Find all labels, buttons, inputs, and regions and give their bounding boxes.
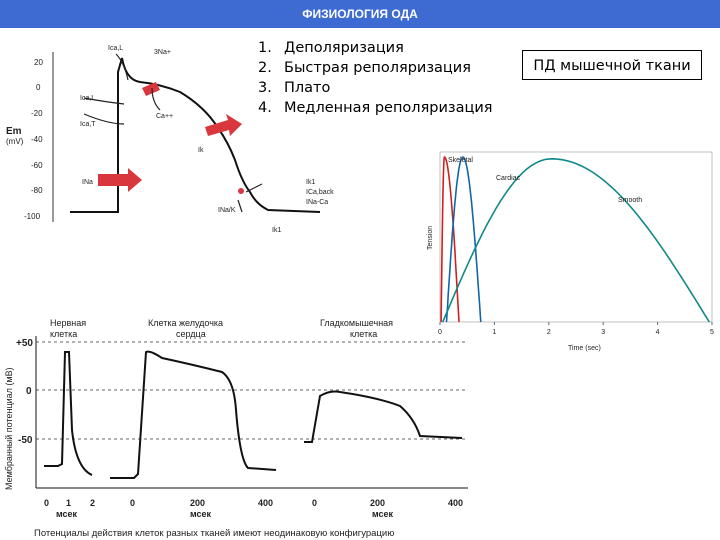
legend-skeletal: Skeletal [448, 157, 473, 164]
list-number: 2. [258, 60, 272, 76]
y-tick-label: 20 [34, 58, 43, 67]
em-unit: (mV) [6, 137, 24, 146]
x-tick-label: 3 [601, 329, 605, 336]
y-axis-label: Tension [427, 226, 434, 250]
x-tick-label: 0 [312, 498, 317, 508]
current-label: Ik [198, 147, 204, 154]
y-axis-label: Мембранный потенциал (мВ) [4, 367, 14, 490]
x-tick-label: 1 [492, 329, 496, 336]
x-unit-label: мсек [190, 509, 212, 519]
list-item: 4. Медленная реполяризация [258, 98, 493, 118]
panel-title: Гладкомышечная [320, 318, 393, 328]
grid [439, 322, 713, 325]
panel-title: Нервная [50, 318, 86, 328]
x-tick-label: 0 [130, 498, 135, 508]
cardiac-ap-diagram: Em (mV) 20 0 -20 -40 -60 -80 -100 Ica,L … [6, 45, 334, 234]
current-label: INa/K [218, 207, 236, 214]
na-ca-arrow [142, 82, 160, 96]
legend-smooth: Smooth [618, 197, 642, 204]
y-tick-label: 0 [26, 386, 32, 397]
x-tick-label: 200 [370, 498, 385, 508]
list-item: 3. Плато [258, 78, 493, 98]
list-number: 4. [258, 100, 272, 116]
ap-curve [70, 57, 321, 213]
current-label: Ica,L [108, 45, 123, 52]
current-label: ICa,back [306, 189, 334, 196]
x-tick-label: 2 [547, 329, 551, 336]
ik-arrow [205, 114, 242, 136]
ica-mid-arrow [83, 97, 125, 105]
panel-title: клетка [50, 329, 77, 339]
x-tick-label: 5 [710, 329, 714, 336]
smooth-curve [441, 157, 710, 323]
current-label: Ica,T [80, 121, 96, 128]
plot-area [439, 151, 713, 323]
caption: Потенциалы действия клеток разных тканей… [34, 528, 394, 539]
x-tick-label: 0 [44, 498, 49, 508]
muscle-ap-label: ПД мышечной ткани [522, 50, 702, 80]
x-unit-label: мсек [372, 509, 394, 519]
x-tick-label: 4 [656, 329, 660, 336]
tissues-ap-chart: Мембранный потенциал (мВ) +50 0 -50 Нерв… [4, 318, 468, 539]
x-tick-label: 400 [258, 498, 273, 508]
y-tick-label: -100 [24, 212, 41, 221]
y-tick-label: -20 [31, 109, 43, 118]
smooth-trace [304, 390, 463, 443]
panel-title: Клетка желудочка [148, 318, 223, 328]
current-label: INa-Ca [306, 199, 328, 206]
x-unit-label: мсек [56, 509, 78, 519]
list-item-label: Деполяризация [284, 40, 404, 56]
ina-arrow [98, 168, 142, 192]
legend-cardiac: Cardiac [496, 175, 521, 182]
current-label: Ik1 [272, 227, 281, 234]
y-tick-label: -40 [31, 135, 43, 144]
x-tick-label: 400 [448, 498, 463, 508]
current-label: Ca++ [156, 113, 173, 120]
current-label: 3Na+ [154, 49, 171, 56]
x-tick-label: 1 [66, 498, 71, 508]
ca-arrow [151, 87, 161, 111]
nerve-trace [44, 351, 93, 476]
y-tick-label: 0 [36, 83, 41, 92]
current-label: Ik1 [306, 179, 315, 186]
slide-title: ФИЗИОЛОГИЯ ОДА [0, 0, 720, 28]
x-tick-label: 200 [190, 498, 205, 508]
phase-list: 1. Деполяризация 2. Быстрая реполяризация … [258, 38, 493, 118]
y-tick-label: -50 [18, 435, 33, 446]
current-label: Ica,L [80, 95, 95, 102]
icat-arrow [83, 113, 125, 125]
list-number: 1. [258, 40, 272, 56]
current-label: INa [82, 179, 93, 186]
list-item-label: Медленная реполяризация [284, 100, 493, 116]
em-label: Em [6, 126, 22, 137]
ical-arrow [115, 53, 129, 81]
x-tick-label: 2 [90, 498, 95, 508]
inak-arrow [237, 199, 243, 213]
list-item: 2. Быстрая реполяризация [258, 58, 493, 78]
skeletal-curve [440, 156, 460, 323]
y-tick-label: -60 [31, 161, 43, 170]
x-axis-label: Time (sec) [568, 345, 601, 352]
panel-title: клетка [350, 329, 377, 339]
panel-title: сердца [176, 329, 206, 339]
pump-marker [238, 188, 244, 194]
list-item-label: Быстрая реполяризация [284, 60, 471, 76]
list-item: 1. Деполяризация [258, 38, 493, 58]
cardiac-curve [445, 156, 482, 323]
list-number: 3. [258, 80, 272, 96]
list-item-label: Плато [284, 80, 331, 96]
twitch-chart: Skeletal Cardiac Smooth Tension 0 1 2 3 … [427, 151, 714, 352]
x-tick-label: 0 [438, 329, 442, 336]
y-tick-label: +50 [16, 338, 33, 349]
ik1-arrow [245, 183, 263, 193]
cardiac-trace [110, 350, 277, 479]
y-tick-label: -80 [31, 186, 43, 195]
